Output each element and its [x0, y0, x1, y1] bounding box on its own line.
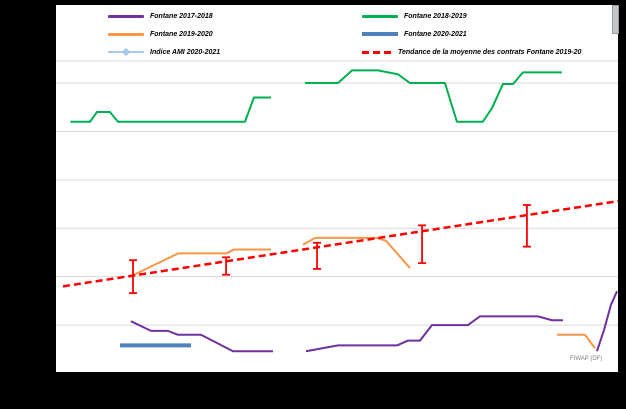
line-marker-sample-icon [108, 47, 144, 57]
source-note: FIWAP (DF) [570, 356, 603, 362]
legend-item-fontane-2017-2018: Fontane 2017-2018 [108, 11, 213, 21]
legend-item-tendance: Tendance de la moyenne des contrats Font… [362, 47, 581, 57]
scrollbar-thumb[interactable] [612, 5, 619, 34]
legend-item-fontane-2018-2019: Fontane 2018-2019 [362, 11, 467, 21]
diamond-marker-icon [121, 47, 131, 57]
legend-item-indice-ami-2020-2021: Indice AMI 2020-2021 [108, 47, 220, 57]
dashed-line-sample-icon [362, 50, 392, 54]
line-sample-icon [362, 14, 398, 18]
legend-label: Fontane 2018-2019 [404, 12, 467, 20]
legend-label: Tendance de la moyenne des contrats Font… [398, 48, 582, 56]
legend-label: Fontane 2019-2020 [150, 30, 213, 38]
legend-label: Fontane 2020-2021 [404, 30, 467, 38]
thick-line-sample-icon [362, 32, 398, 36]
legend-label: Fontane 2017-2018 [150, 12, 213, 20]
chart-background [56, 5, 618, 372]
legend-item-fontane-2019-2020: Fontane 2019-2020 [108, 29, 213, 39]
line-sample-icon [108, 14, 144, 18]
line-sample-icon [108, 32, 144, 36]
legend-item-fontane-2020-2021: Fontane 2020-2021 [362, 29, 467, 39]
legend-label: Indice AMI 2020-2021 [150, 48, 221, 56]
